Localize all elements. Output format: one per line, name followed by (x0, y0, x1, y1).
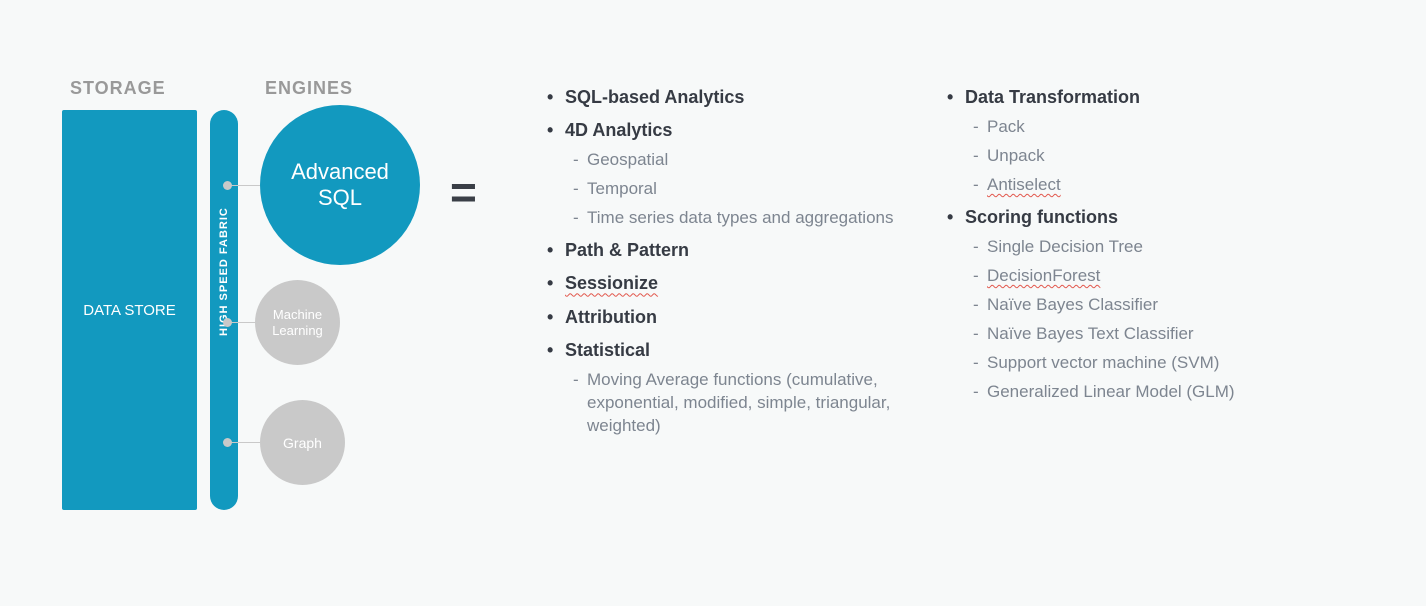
feature-label: Scoring functions (965, 207, 1118, 227)
feature-subitem: Time series data types and aggregations (565, 207, 905, 230)
diagram-container: STORAGE ENGINES DATA STORE HIGH SPEED FA… (0, 0, 1426, 606)
feature-sublist: Pack Unpack Antiselect (965, 116, 1305, 197)
feature-subitem: Single Decision Tree (965, 236, 1305, 259)
connector-graph (228, 442, 260, 443)
connector-advanced-sql (228, 185, 260, 186)
feature-sublabel: Temporal (587, 179, 657, 198)
feature-subitem: Temporal (565, 178, 905, 201)
feature-sublabel: Generalized Linear Model (GLM) (987, 382, 1235, 401)
feature-list-1: SQL-based Analytics 4D Analytics Geospatia… (545, 85, 905, 438)
feature-item: Sessionize (545, 271, 905, 296)
feature-item: 4D Analytics Geospatial Temporal Time serie… (545, 118, 905, 230)
node-machine-learning: Machine Learning (255, 280, 340, 365)
node-ml-line1: Machine (273, 307, 322, 322)
feature-sublabel: Moving Average functions (cumulative, ex… (587, 370, 890, 435)
data-store-label: DATA STORE (83, 302, 176, 319)
feature-subitem: Pack (965, 116, 1305, 139)
fabric-label: HIGH SPEED FABRIC (218, 296, 230, 336)
feature-label: Path & Pattern (565, 240, 689, 260)
feature-subitem: Support vector machine (SVM) (965, 352, 1305, 375)
storage-heading: STORAGE (70, 78, 166, 99)
feature-subitem: Unpack (965, 145, 1305, 168)
feature-subitem: Moving Average functions (cumulative, ex… (565, 369, 905, 438)
feature-item: Statistical Moving Average functions (cum… (545, 338, 905, 438)
feature-subitem: Antiselect (965, 174, 1305, 197)
feature-label: Attribution (565, 307, 657, 327)
connector-ml (228, 322, 256, 323)
feature-sublabel: Naïve Bayes Text Classifier (987, 324, 1194, 343)
node-ml-line2: Learning (272, 323, 323, 338)
node-graph: Graph (260, 400, 345, 485)
feature-sublist: Single Decision Tree DecisionForest Naïve … (965, 236, 1305, 404)
feature-sublabel: Naïve Bayes Classifier (987, 295, 1158, 314)
feature-sublabel: DecisionForest (987, 266, 1100, 285)
feature-item: Scoring functions Single Decision Tree Dec… (945, 205, 1305, 404)
data-store-box: DATA STORE (62, 110, 197, 510)
feature-list-2: Data Transformation Pack Unpack Antiselect S… (945, 85, 1305, 404)
feature-subitem: Naïve Bayes Classifier (965, 294, 1305, 317)
feature-sublist: Moving Average functions (cumulative, ex… (565, 369, 905, 438)
feature-label: Sessionize (565, 273, 658, 293)
feature-sublabel: Pack (987, 117, 1025, 136)
feature-column-2: Data Transformation Pack Unpack Antiselect S… (945, 85, 1305, 412)
node-graph-label: Graph (283, 435, 322, 451)
feature-label: Statistical (565, 340, 650, 360)
feature-item: Path & Pattern (545, 238, 905, 263)
feature-subitem: Geospatial (565, 149, 905, 172)
feature-subitem: DecisionForest (965, 265, 1305, 288)
feature-item: SQL-based Analytics (545, 85, 905, 110)
feature-column-1: SQL-based Analytics 4D Analytics Geospatia… (545, 85, 905, 446)
feature-sublabel: Unpack (987, 146, 1045, 165)
feature-label: SQL-based Analytics (565, 87, 744, 107)
feature-label: 4D Analytics (565, 120, 672, 140)
feature-sublabel: Time series data types and aggregations (587, 208, 894, 227)
feature-item: Data Transformation Pack Unpack Antiselect (945, 85, 1305, 197)
feature-subitem: Generalized Linear Model (GLM) (965, 381, 1305, 404)
node-advanced-line2: SQL (318, 185, 362, 210)
feature-item: Attribution (545, 305, 905, 330)
feature-sublabel: Antiselect (987, 175, 1061, 194)
node-advanced-line1: Advanced (291, 159, 389, 184)
feature-sublabel: Geospatial (587, 150, 668, 169)
equals-sign: = (450, 165, 477, 219)
feature-subitem: Naïve Bayes Text Classifier (965, 323, 1305, 346)
feature-sublabel: Single Decision Tree (987, 237, 1143, 256)
node-advanced-sql: Advanced SQL (260, 105, 420, 265)
engines-heading: ENGINES (265, 78, 353, 99)
feature-sublabel: Support vector machine (SVM) (987, 353, 1219, 372)
feature-sublist: Geospatial Temporal Time series data types… (565, 149, 905, 230)
feature-label: Data Transformation (965, 87, 1140, 107)
